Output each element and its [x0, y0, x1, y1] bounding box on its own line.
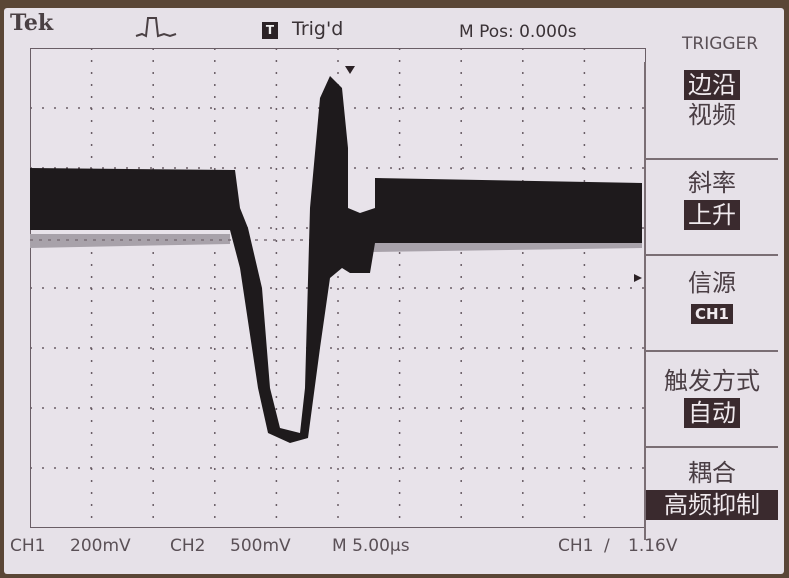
trigger-menu: 边沿 视频 斜率 上升 信源 CH1 触发方式 自动 耦合 高频抑制 [644, 62, 778, 540]
trigger-source: CH1 [558, 536, 594, 556]
brand-logo: Tek [10, 10, 54, 36]
trigger-status: Trig'd [292, 18, 344, 40]
menu-item-slope[interactable]: 斜率 上升 [646, 158, 778, 256]
ch1-scale: 200mV [70, 536, 131, 556]
trigger-level-marker [634, 274, 642, 282]
menu-item-mode-value: 自动 [684, 398, 740, 428]
channel-status-bar: CH1 200mV CH2 500mV M 5.00μs CH1 / 1.16V [4, 530, 784, 560]
waveform-display [30, 48, 646, 528]
menu-item-mode[interactable]: 触发方式 自动 [646, 350, 778, 448]
menu-title: TRIGGER [682, 34, 759, 54]
menu-item-mode-label: 触发方式 [664, 367, 760, 395]
oscilloscope-screen: Tek T Trig'd M Pos: 0.000s TRIGGER 边沿 视频… [4, 8, 784, 574]
ch2-label: CH2 [170, 536, 206, 556]
rising-edge-icon: / [604, 536, 610, 556]
trigger-position-marker [345, 66, 355, 74]
ch2-scale: 500mV [230, 536, 291, 556]
menu-item-type-label: 边沿 [684, 70, 740, 100]
menu-item-coupling-label: 耦合 [688, 459, 736, 487]
trigger-level: 1.16V [628, 536, 678, 556]
status-bar: Tek T Trig'd M Pos: 0.000s TRIGGER [4, 8, 784, 54]
graticule [30, 48, 646, 528]
menu-item-coupling-value: 高频抑制 [646, 490, 778, 520]
menu-item-source[interactable]: 信源 CH1 [646, 254, 778, 352]
ch1-trace [30, 76, 642, 443]
menu-item-coupling[interactable]: 耦合 高频抑制 [646, 446, 778, 542]
menu-item-slope-label: 斜率 [688, 169, 736, 197]
pulse-run-icon [135, 17, 177, 38]
trigger-badge: T [262, 22, 278, 39]
timebase: M 5.00μs [332, 536, 410, 556]
menu-item-slope-value: 上升 [684, 200, 740, 230]
menu-item-source-value: CH1 [691, 304, 733, 324]
horizontal-position: M Pos: 0.000s [459, 22, 577, 42]
menu-item-source-label: 信源 [688, 269, 736, 297]
ch1-label: CH1 [10, 536, 46, 556]
menu-item-type[interactable]: 边沿 视频 [646, 62, 778, 158]
menu-item-type-value: 视频 [688, 101, 736, 129]
